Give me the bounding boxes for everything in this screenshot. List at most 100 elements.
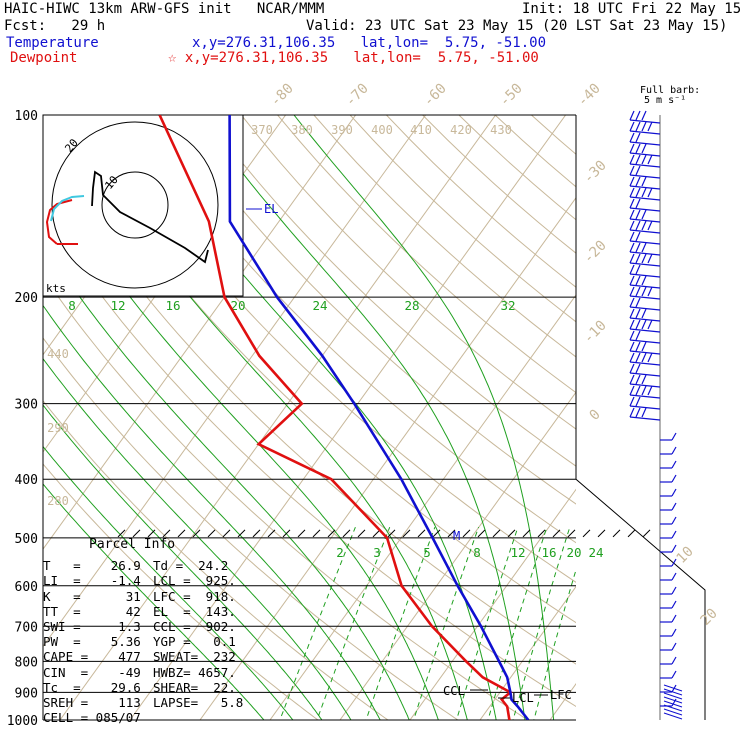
parcel-value: CCL = 902. [153, 619, 236, 635]
wind-barb-flag [635, 187, 641, 198]
wind-barb-flag [635, 341, 641, 352]
level-tick [537, 529, 546, 538]
theta-label: 370 [251, 123, 273, 137]
wind-barb-flag [635, 154, 641, 165]
wind-barb-flag [629, 198, 635, 209]
mixing-ratio-label: 28 [404, 298, 419, 313]
theta-label: 410 [410, 123, 432, 137]
hodograph-ring-outer [51, 121, 219, 289]
pressure-tick-label: 400 [15, 473, 38, 488]
isotherm-line [681, 87, 740, 733]
parcel-row: SREH = 113 LAPSE= 5.8 [43, 695, 273, 710]
parcel-value: T = 26.9 [43, 558, 141, 574]
wind-barb-flag [629, 110, 635, 121]
dewpoint-legend-coords: ☆ x,y=276.31,106.35 lat,lon= 5.75, -51.0… [168, 50, 539, 66]
parcel-value: LI = -1.4 [43, 573, 141, 589]
wind-barb [663, 700, 683, 708]
isotherm-label: 10 [674, 544, 697, 567]
wind-barbs [629, 110, 683, 720]
moist-adiabat-line [43, 404, 323, 720]
wind-barb-flag [635, 297, 641, 308]
wind-barb-flag [635, 132, 641, 143]
wind-barb [663, 712, 683, 720]
wind-barb-flag [635, 165, 641, 176]
dry-adiabat-line [59, 115, 576, 624]
dry-adiabat-line [43, 274, 529, 720]
wind-barb-flag [641, 341, 647, 352]
parcel-value: SWEAT= 232 [153, 649, 236, 665]
theta-label: 400 [371, 123, 393, 137]
level-tick [342, 529, 351, 538]
wind-barb-flag [641, 286, 647, 297]
hodograph-ring-inner [101, 171, 169, 239]
wind-barb-flag [635, 231, 641, 242]
wind-barb [629, 174, 661, 179]
moist-adiabat-line [43, 242, 410, 720]
dry-adiabat-line [132, 115, 576, 544]
wind-barb-flag [635, 143, 641, 154]
dry-adiabat-line [240, 115, 576, 430]
forecast-hour: Fcst: 29 h [4, 18, 106, 34]
isotherm-line [129, 115, 567, 720]
temperature-legend-label: Temperature [6, 35, 99, 51]
theta-label: 290 [47, 421, 69, 435]
wind-barb-flag [635, 110, 641, 121]
wind-barb-flag [647, 385, 653, 396]
parcel-info-title: Parcel Info [89, 537, 176, 552]
isotherm-label: -40 [575, 81, 604, 110]
wind-barb-flag [635, 286, 641, 297]
mixing-ratio-label: 12 [110, 298, 125, 313]
wind-barb-flag [641, 308, 647, 319]
level-tick [222, 529, 231, 538]
parcel-row: TT = 42 EL = 143. [43, 604, 273, 619]
wind-barb [629, 240, 661, 245]
theta-label: 430 [490, 123, 512, 137]
parcel-value: TT = 42 [43, 603, 141, 619]
wind-barb-flag [629, 352, 635, 363]
parcel-value: Td = 24.2 [153, 558, 229, 574]
mixing-ratio-line [533, 568, 576, 720]
isotherm-lines [43, 87, 740, 733]
wind-barb-flag [629, 187, 635, 198]
wind-barb [629, 152, 661, 157]
wind-barb [629, 130, 661, 135]
moist-adiabat-line [62, 115, 468, 720]
wind-barb-flag [629, 253, 635, 264]
wind-barb-flag [671, 558, 677, 567]
wind-barb-flag [629, 374, 635, 385]
dry-adiabat-line [95, 115, 576, 583]
wind-barb-flag [641, 275, 647, 286]
pressure-tick-label: 800 [15, 655, 38, 670]
pressure-tick-label: 200 [15, 291, 38, 306]
wind-barb-flag [629, 209, 635, 220]
wind-barb-flag [671, 628, 677, 637]
level-tick [402, 529, 411, 538]
level-tick [312, 529, 321, 538]
parcel-row: CELL = 085/07 [43, 710, 273, 725]
wind-barb [629, 218, 661, 223]
isotherm-label: 20 [698, 606, 721, 629]
parcel-value: CIN = -49 [43, 664, 141, 680]
isotherm-label: 0 [587, 407, 604, 424]
wind-barb [629, 251, 661, 256]
level-tick [207, 529, 216, 538]
wind-barb-flag [647, 121, 653, 132]
theta-label: 440 [47, 347, 69, 361]
isotherm-label: -20 [581, 238, 610, 267]
isotherm-line [339, 391, 576, 720]
moist-adiabat-line [123, 115, 497, 720]
wind-barb-flag [641, 319, 647, 330]
wind-barb-flag [641, 176, 647, 187]
moist-adiabat-line [43, 168, 439, 720]
level-tick [237, 529, 246, 538]
mixing-ratio-label: 24 [588, 545, 603, 560]
isotherm-label: -50 [497, 81, 526, 110]
moist-adiabat-line [198, 115, 526, 720]
wind-barb-flag [629, 220, 635, 231]
wind-barb-flag [629, 396, 635, 407]
parcel-value: K = 31 [43, 588, 141, 604]
isotherm-line [549, 683, 576, 720]
wind-barb-flag [629, 363, 635, 374]
level-tick [552, 529, 561, 538]
